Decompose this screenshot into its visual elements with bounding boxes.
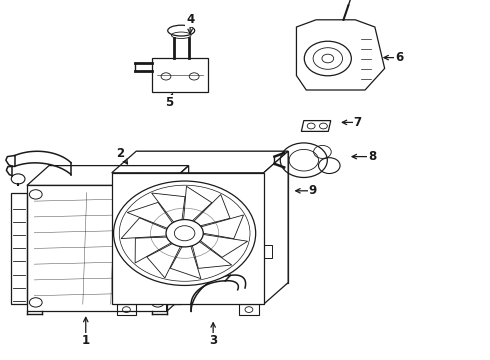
Circle shape [166,220,203,247]
Polygon shape [112,173,264,304]
Circle shape [114,181,256,285]
Text: 2: 2 [116,147,124,159]
Text: 6: 6 [395,51,403,64]
Text: 8: 8 [368,150,376,163]
Polygon shape [264,151,288,304]
Text: 4: 4 [186,13,194,26]
Polygon shape [136,151,288,283]
Polygon shape [112,151,288,173]
Text: 7: 7 [354,116,362,129]
Text: 3: 3 [209,334,217,347]
Text: 5: 5 [165,96,173,109]
Text: 9: 9 [309,184,317,197]
Text: 1: 1 [82,334,90,347]
